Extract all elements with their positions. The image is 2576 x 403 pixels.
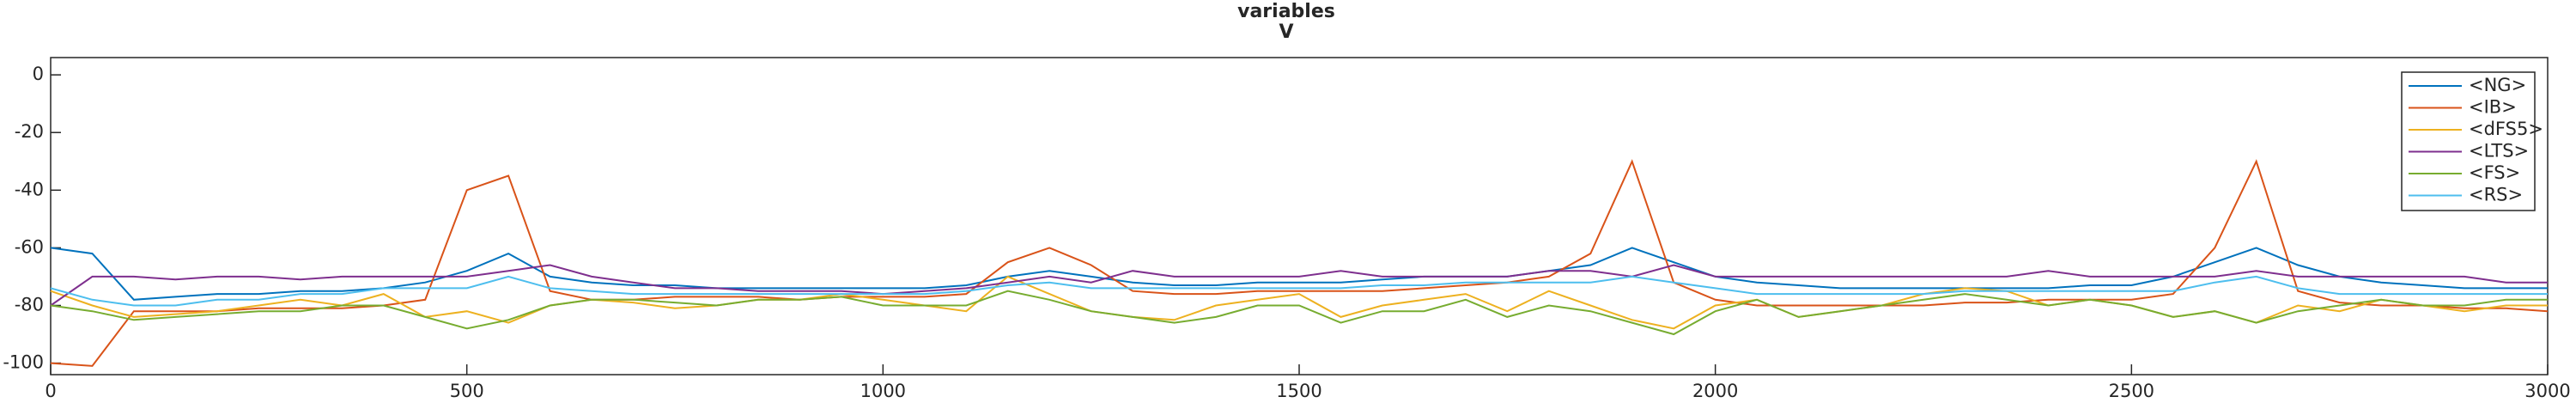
legend-box [2401,71,2536,211]
y-tick-label: -80 [15,294,44,314]
x-tick-label: 1500 [1276,381,1321,401]
x-tick-label: 2000 [1692,381,1738,401]
plot-area [50,57,2549,376]
legend-label: <IB> [2469,97,2517,118]
y-tick-label: 0 [33,64,44,84]
x-tick-label: 1000 [860,381,906,401]
legend-label: <LTS> [2469,141,2529,162]
x-tick-label: 0 [45,381,56,401]
y-tick-label: -20 [15,121,44,142]
x-tick-label: 2500 [2109,381,2154,401]
series-line [50,290,2548,336]
legend-label: <dFS5> [2469,119,2543,139]
legend-label: <NG> [2469,75,2526,95]
legend-label: <RS> [2469,185,2523,205]
y-tick-label: -60 [15,236,44,257]
series-line [50,247,2548,301]
chart-title: variables [1237,1,1335,22]
series-line [50,159,2549,367]
legend-label: <FS> [2469,162,2520,183]
y-tick-label: -100 [3,352,44,373]
chart-subtitle: V [1279,21,1293,43]
series-line [50,275,2548,307]
x-tick-label: 500 [450,381,484,401]
y-tick-label: -40 [15,179,44,199]
x-tick-label: 3000 [2524,381,2570,401]
series-line [50,264,2548,307]
